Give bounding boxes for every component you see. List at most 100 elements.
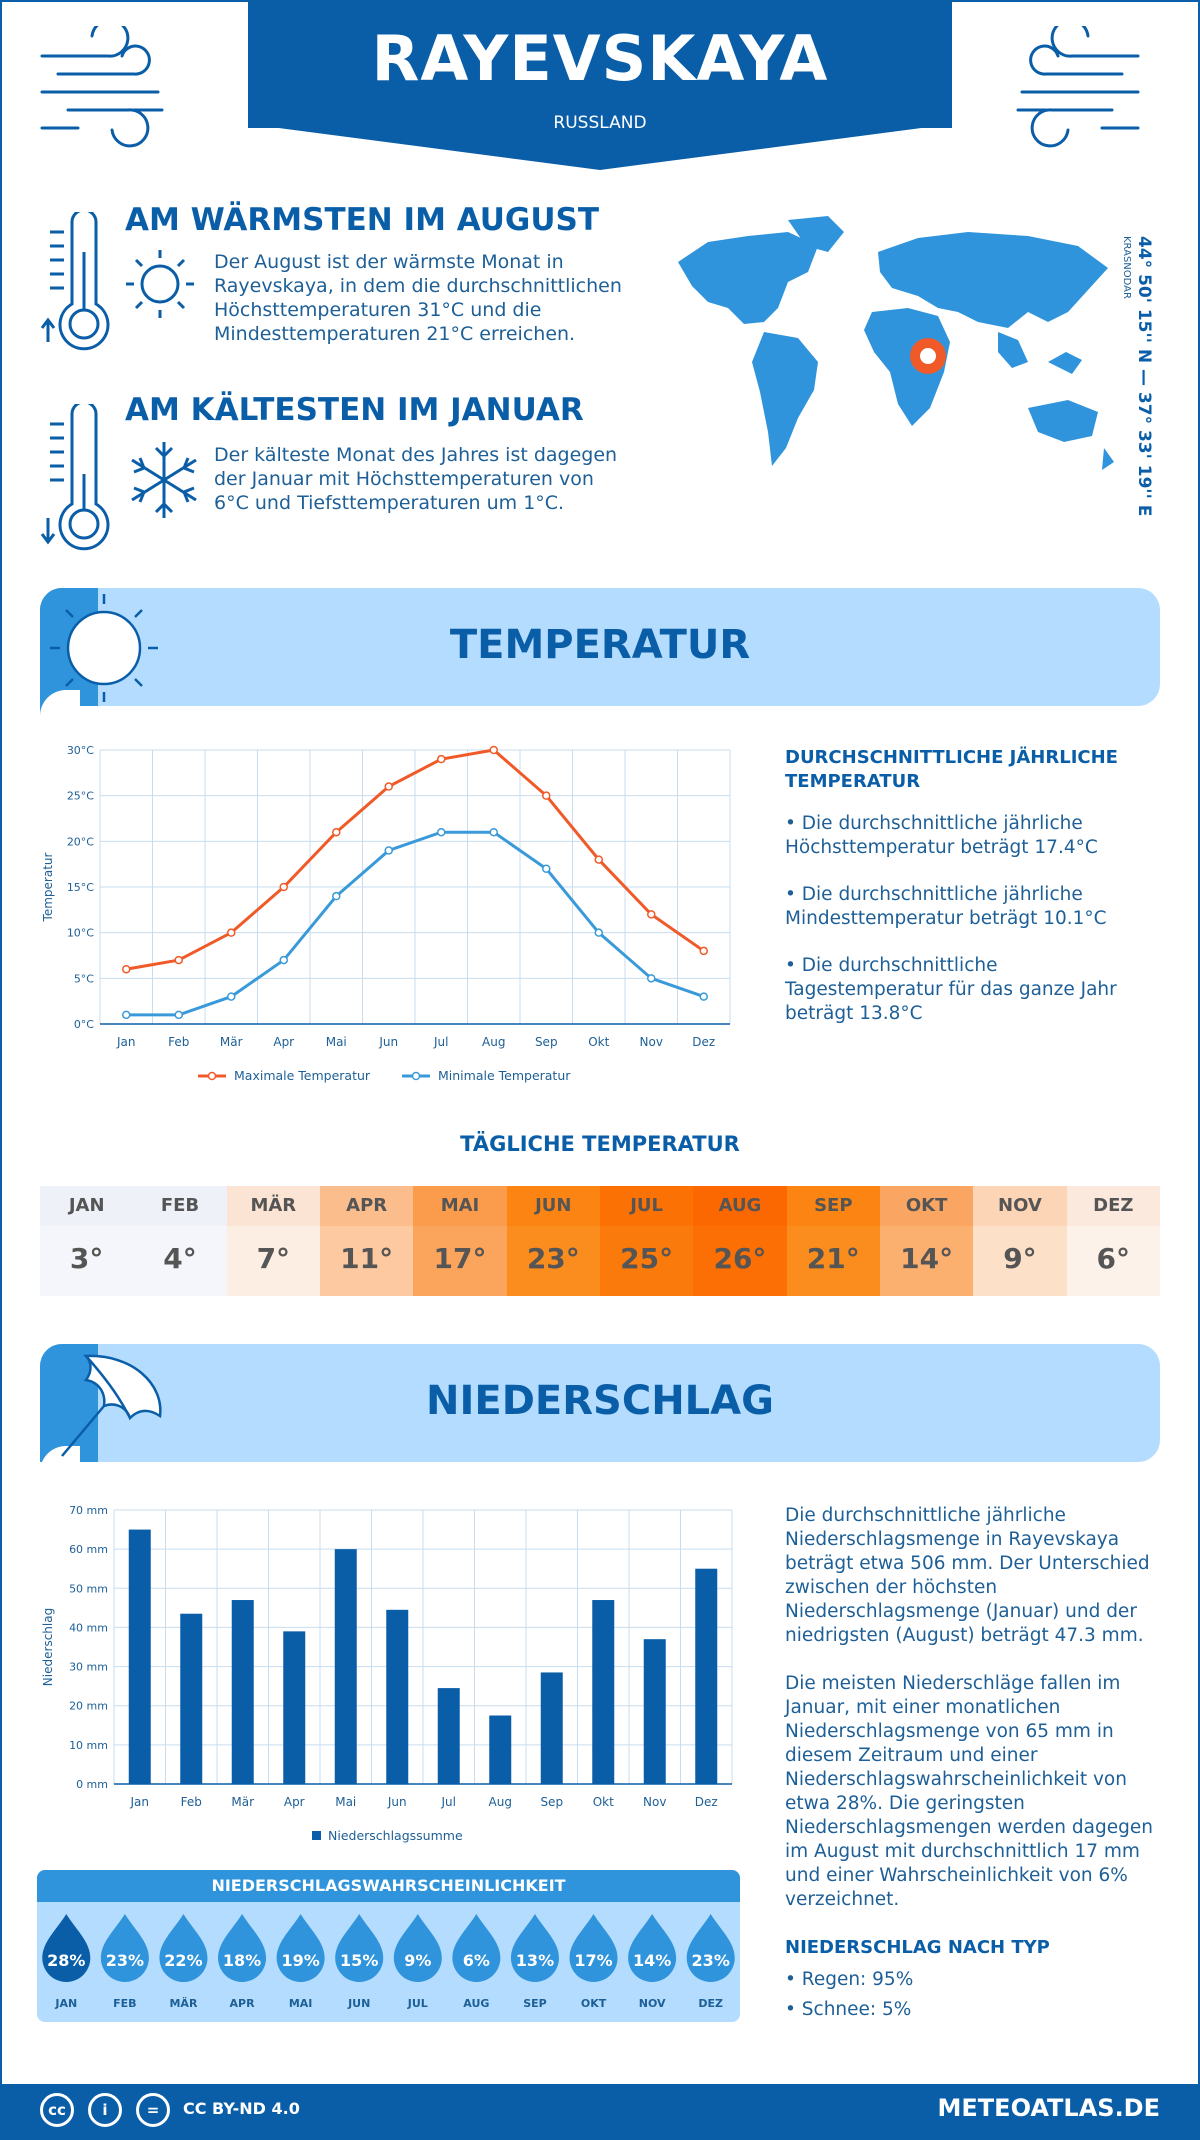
daily-temp-cell: JUN 23° xyxy=(506,1186,600,1296)
data-point xyxy=(332,827,341,837)
drop-shape xyxy=(569,1914,618,1982)
daily-temp-value: 21° xyxy=(786,1226,880,1296)
drop-month: MAI xyxy=(289,1997,313,2010)
daily-temp-value: 17° xyxy=(413,1226,507,1296)
region-label: KRASNODAR xyxy=(1121,236,1132,299)
precip-type-heading: NIEDERSCHLAG NACH TYP xyxy=(785,1937,1050,1958)
precip-bar xyxy=(334,1549,357,1784)
series-line-max xyxy=(125,748,705,971)
daily-month-label: AUG xyxy=(693,1186,787,1226)
precip-bar xyxy=(180,1613,203,1784)
daily-month-label: DEZ xyxy=(1066,1186,1160,1226)
data-point xyxy=(122,1010,131,1020)
drop-month: JUN xyxy=(347,1997,370,2010)
warmest-text: Der August ist der wärmste Monat in Raye… xyxy=(214,251,622,345)
daily-temp-value: 7° xyxy=(226,1226,320,1296)
coordinates: 44° 50' 15'' N — 37° 33' 19'' E KRASNODA… xyxy=(1121,236,1154,516)
precip-bar xyxy=(283,1631,306,1784)
drop-value: 14% xyxy=(633,1951,671,1970)
sun-icon xyxy=(126,250,194,318)
probability-drop: 15% JUN xyxy=(335,1914,384,2010)
drop-shape xyxy=(393,1914,442,1982)
drop-value: 28% xyxy=(47,1951,85,1970)
y-tick-label: 10°C xyxy=(67,927,94,940)
legend-label: Maximale Temperatur xyxy=(234,1068,371,1083)
warmest-heading: AM WÄRMSTEN IM AUGUST xyxy=(125,202,600,238)
daily-temp-value: 9° xyxy=(973,1226,1067,1296)
x-tick-label: Sep xyxy=(540,1795,563,1809)
precip-type-rain: • Regen: 95% xyxy=(785,1969,914,1990)
y-tick-label: 50 mm xyxy=(69,1582,108,1595)
thermometer-cold-icon xyxy=(40,404,110,551)
legend-label: Niederschlagssumme xyxy=(328,1828,463,1843)
drop-month: MÄR xyxy=(169,1996,197,2010)
drop-shape xyxy=(42,1914,91,1982)
drop-month: NOV xyxy=(639,1997,666,2010)
legend-label: Minimale Temperatur xyxy=(438,1068,571,1083)
probability-drop: 13% SEP xyxy=(510,1914,559,2010)
y-tick-label: 30 mm xyxy=(69,1661,108,1674)
no-derivatives-icon[interactable]: = xyxy=(136,2093,170,2127)
country-label: RUSSLAND xyxy=(553,113,647,133)
daily-temp-value: 23° xyxy=(506,1226,600,1296)
drop-value: 15% xyxy=(340,1951,378,1970)
site-link[interactable]: METEOATLAS.DE xyxy=(937,2094,1160,2122)
drop-value: 23% xyxy=(106,1951,144,1970)
drop-value: 23% xyxy=(692,1951,730,1970)
y-tick-label: 70 mm xyxy=(69,1504,108,1517)
daily-temp-cell: APR 11° xyxy=(319,1186,414,1296)
probability-drop: 23% FEB xyxy=(100,1914,149,2010)
precip-bar xyxy=(386,1609,409,1784)
x-tick-label: Nov xyxy=(643,1795,666,1809)
drop-month: JUL xyxy=(407,1997,428,2010)
drop-value: 22% xyxy=(164,1951,202,1970)
data-point xyxy=(647,974,656,983)
location-marker xyxy=(910,338,946,374)
precip-type-snow: • Schnee: 5% xyxy=(785,1999,912,2020)
probability-drop: 14% NOV xyxy=(628,1914,677,2010)
thermometer-warm-icon xyxy=(40,212,110,351)
precip-bar xyxy=(231,1600,254,1784)
daily-temp-heading: TÄGLICHE TEMPERATUR xyxy=(460,1132,740,1156)
x-tick-label: Mai xyxy=(326,1035,347,1049)
data-point xyxy=(227,928,236,937)
annual-day-text: • Die durchschnittliche Tagestemperatur … xyxy=(785,955,1117,1024)
data-point xyxy=(699,992,708,1001)
daily-temp-cell: FEB 4° xyxy=(133,1186,227,1296)
daily-month-label: SEP xyxy=(786,1186,880,1226)
probability-drop: 23% DEZ xyxy=(686,1914,735,2010)
temperature-chart: 0°C 5°C 10°C 15°C 20°C 25°C 30°C Jan Feb Mär Apr Ma… xyxy=(41,744,731,1083)
drop-value: 9% xyxy=(404,1951,431,1970)
x-tick-label: Sep xyxy=(535,1035,558,1049)
cc-icon[interactable]: cc xyxy=(40,2093,74,2127)
drop-month: OKT xyxy=(581,1997,607,2010)
data-point xyxy=(174,955,183,965)
data-point xyxy=(437,827,446,837)
drop-shape xyxy=(159,1914,208,1983)
data-point xyxy=(594,928,603,937)
y-tick-label: 20°C xyxy=(67,835,94,848)
probability-drop: 28% JAN xyxy=(42,1914,91,2010)
license-text[interactable]: CC BY-ND 4.0 xyxy=(183,2099,300,2118)
legend-marker xyxy=(207,1071,217,1081)
daily-month-label: JAN xyxy=(40,1186,134,1226)
data-point xyxy=(542,791,551,800)
daily-temp-value: 3° xyxy=(40,1226,134,1296)
header-banner xyxy=(248,0,952,128)
y-tick-label: 40 mm xyxy=(69,1621,108,1634)
precip-bar xyxy=(437,1688,460,1784)
drop-month: APR xyxy=(230,1997,256,2010)
daily-temp-cell: OKT 14° xyxy=(879,1186,974,1296)
x-tick-label: Jul xyxy=(433,1035,448,1049)
y-tick-label: 60 mm xyxy=(69,1543,108,1556)
x-tick-label: Mär xyxy=(220,1035,243,1049)
x-tick-label: Okt xyxy=(593,1795,614,1809)
precip-text-1: Die durchschnittliche jährliche Niedersc… xyxy=(785,1505,1150,1646)
x-tick-label: Aug xyxy=(482,1035,505,1049)
daily-temp-cell: MAI 17° xyxy=(413,1186,507,1296)
daily-month-label: OKT xyxy=(879,1186,974,1226)
attribution-icon[interactable]: i xyxy=(88,2093,122,2127)
x-tick-label: Jul xyxy=(441,1795,456,1809)
footer xyxy=(0,2084,1200,2140)
wind-icon xyxy=(1016,26,1140,148)
